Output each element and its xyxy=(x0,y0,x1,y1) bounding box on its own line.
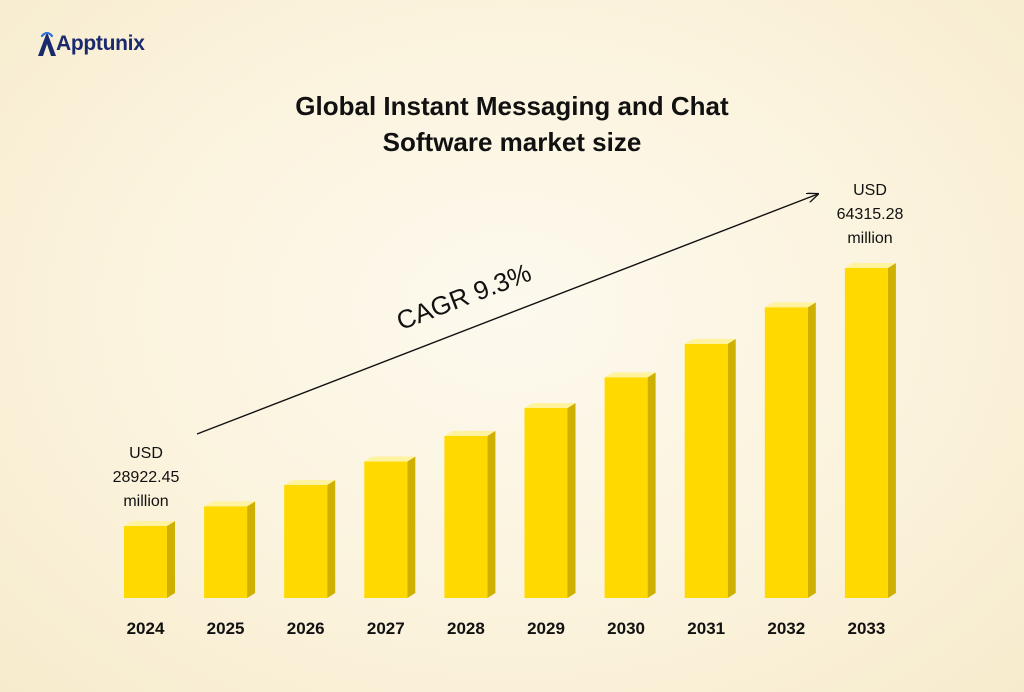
bar-front xyxy=(524,407,568,598)
x-tick-label: 2032 xyxy=(767,619,805,638)
bar-side xyxy=(487,430,496,598)
bar-front xyxy=(284,484,328,598)
x-axis-labels: 2024 2025 2026 2027 2028 2029 2030 2031 2032 2033 xyxy=(127,619,886,638)
bar-front xyxy=(444,435,488,598)
bar-front xyxy=(204,506,248,598)
cagr-label: CAGR 9.3% xyxy=(392,257,535,336)
apptunix-logo-icon xyxy=(38,31,56,56)
bar-2028 xyxy=(444,430,496,598)
bar-front xyxy=(364,461,408,598)
bar-2033 xyxy=(844,263,896,598)
bar-2026 xyxy=(284,479,336,598)
bar-top xyxy=(684,338,736,344)
bar-top xyxy=(604,372,656,378)
bar-2031 xyxy=(684,338,736,598)
bar-2029 xyxy=(524,402,576,598)
chart-title: Global Instant Messaging and Chat Softwa… xyxy=(212,88,812,160)
bar-top xyxy=(844,263,896,268)
bar-2030 xyxy=(604,372,656,598)
bar-top xyxy=(444,430,496,436)
bar-top xyxy=(204,501,256,507)
x-tick-label: 2027 xyxy=(367,619,405,638)
bar-top xyxy=(124,521,175,526)
start-value-line-3: million xyxy=(123,493,168,510)
x-tick-label: 2029 xyxy=(527,619,565,638)
bar-side xyxy=(407,456,416,598)
start-value-line-1: USD xyxy=(129,445,163,462)
bar-side xyxy=(727,338,736,598)
bar-2025 xyxy=(204,501,256,598)
bar-top xyxy=(764,302,816,308)
bar-top xyxy=(284,479,336,485)
brand-name: Apptunix xyxy=(56,32,145,55)
x-tick-label: 2030 xyxy=(607,619,645,638)
bar-side xyxy=(247,501,256,598)
x-tick-label: 2033 xyxy=(847,619,885,638)
x-tick-label: 2028 xyxy=(447,619,485,638)
start-value-line-2: 28922.45 xyxy=(113,469,180,486)
bar-front xyxy=(684,343,728,598)
bar-top xyxy=(364,456,416,462)
x-tick-label: 2024 xyxy=(127,619,165,638)
growth-arrow xyxy=(196,194,818,435)
bar-2024 xyxy=(124,521,175,598)
bar-2032 xyxy=(764,302,816,598)
chart-title-line-2: Software market size xyxy=(382,127,642,157)
bar-front xyxy=(844,268,888,598)
x-tick-label: 2026 xyxy=(287,619,325,638)
bars-group xyxy=(124,263,896,598)
bar-top xyxy=(524,402,576,408)
bar-side xyxy=(887,263,896,598)
bar-side xyxy=(167,521,175,598)
bar-front xyxy=(764,307,808,598)
bar-side xyxy=(647,372,656,598)
bar-side xyxy=(567,402,576,598)
bar-side xyxy=(327,479,336,598)
end-value-line-1: USD xyxy=(853,182,887,199)
start-value-label: USD 28922.45 million xyxy=(113,445,180,510)
bar-side xyxy=(807,302,816,598)
chart-title-line-1: Global Instant Messaging and Chat xyxy=(295,91,729,121)
x-tick-label: 2025 xyxy=(207,619,245,638)
end-value-line-3: million xyxy=(847,230,892,247)
bar-2027 xyxy=(364,456,416,598)
bar-front xyxy=(124,526,167,598)
end-value-line-2: 64315.28 xyxy=(837,206,904,223)
end-value-label: USD 64315.28 million xyxy=(837,182,904,247)
bar-front xyxy=(604,377,648,598)
brand-logo: Apptunix xyxy=(36,30,145,58)
x-tick-label: 2031 xyxy=(687,619,725,638)
